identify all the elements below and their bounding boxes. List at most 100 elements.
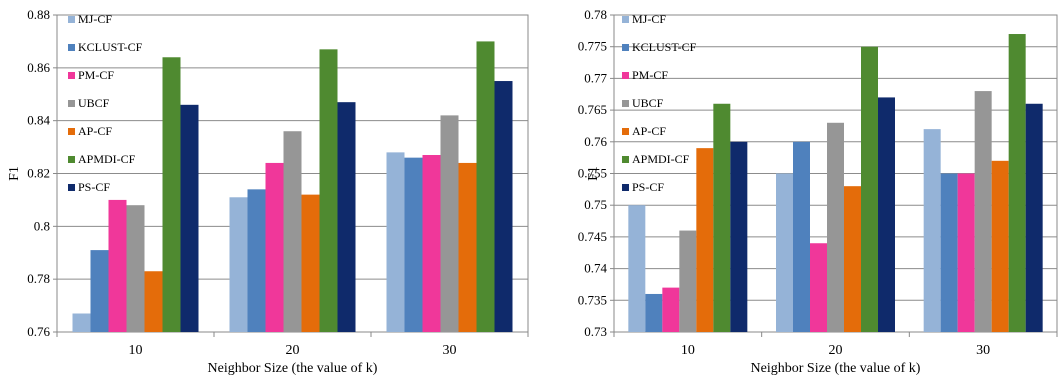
y-tick-label: 0.77 — [584, 70, 607, 85]
bar-ps-cf — [180, 104, 199, 332]
legend-swatch — [68, 128, 75, 135]
legend-label: PS-CF — [632, 180, 664, 194]
bar-ap-cf — [844, 186, 861, 332]
legend-label: MJ-CF — [78, 12, 112, 26]
x-tick-label: 30 — [443, 343, 457, 358]
legend-swatch — [68, 156, 75, 163]
legend-swatch — [622, 184, 629, 191]
y-axis-label: F1 — [586, 166, 601, 181]
bar-mj-cf — [72, 313, 91, 332]
bar-pm-cf — [810, 243, 827, 332]
y-tick-label: 0.82 — [27, 166, 50, 181]
bar-pm-cf — [108, 199, 127, 332]
legend-swatch — [622, 16, 629, 23]
legend-label: MJ-CF — [632, 12, 666, 26]
y-tick-label: 0.74 — [584, 261, 607, 276]
bar-ubcf — [126, 205, 145, 332]
x-tick-label: 10 — [129, 343, 143, 358]
legend-swatch — [622, 100, 629, 107]
legend-label: PS-CF — [78, 180, 110, 194]
bar-mj-cf — [628, 205, 646, 332]
bar-ps-cf — [878, 97, 895, 332]
bar-apmdi-cf — [861, 46, 878, 332]
y-tick-label: 0.735 — [578, 292, 607, 307]
legend-swatch — [68, 100, 75, 107]
bar-ap-cf — [458, 162, 477, 332]
y-tick-label: 0.8 — [34, 218, 50, 233]
legend: MJ-CF KCLUST-CF PM-CF UBCF AP-CF APMDI-CF PS-C… — [68, 12, 143, 194]
bar-kclust-cf — [940, 173, 958, 332]
y-tick-label: 0.76 — [584, 134, 607, 149]
bar-ap-cf — [991, 160, 1009, 332]
bar-ubcf — [974, 91, 992, 332]
x-axis-label: Neighbor Size (the value of k) — [208, 361, 378, 376]
legend-label: KCLUST-CF — [632, 40, 697, 54]
legend-label: AP-CF — [78, 124, 112, 138]
bar-kclust-cf — [247, 189, 266, 332]
y-tick-label: 0.86 — [27, 60, 50, 75]
y-tick-label: 0.88 — [27, 7, 50, 22]
bar-ubcf — [440, 115, 459, 332]
legend-swatch — [622, 44, 629, 51]
x-tick-label: 10 — [681, 343, 695, 358]
bar-apmdi-cf — [162, 57, 181, 333]
bar-apmdi-cf — [713, 103, 731, 332]
y-tick-label: 0.775 — [578, 39, 607, 54]
bar-mj-cf — [776, 173, 793, 332]
legend: MJ-CF KCLUST-CF PM-CF UBCF AP-CF APMDI-CF PS-C… — [622, 12, 697, 194]
bar-mj-cf — [229, 197, 248, 332]
legend-swatch — [622, 156, 629, 163]
bar-ps-cf — [494, 81, 513, 333]
y-tick-label: 0.84 — [27, 113, 50, 128]
legend-label: UBCF — [78, 96, 110, 110]
legend-label: PM-CF — [78, 68, 114, 82]
bar-kclust-cf — [645, 293, 663, 332]
legend-swatch — [68, 72, 75, 79]
x-tick-label: 30 — [976, 343, 990, 358]
y-tick-label: 0.73 — [584, 324, 607, 339]
legend-swatch — [68, 184, 75, 191]
bar-ap-cf — [301, 194, 320, 332]
legend-swatch — [622, 72, 629, 79]
bar-ubcf — [827, 122, 844, 332]
bar-ubcf — [283, 131, 302, 332]
legend-label: UBCF — [632, 96, 664, 110]
y-tick-label: 0.75 — [584, 197, 607, 212]
legend-swatch — [68, 44, 75, 51]
bar-apmdi-cf — [476, 41, 495, 333]
y-tick-label: 0.76 — [27, 324, 50, 339]
bar-ap-cf — [696, 148, 714, 332]
legend-label: APMDI-CF — [632, 152, 690, 166]
x-tick-label: 20 — [286, 343, 300, 358]
legend-swatch — [68, 16, 75, 23]
bar-pm-cf — [265, 162, 284, 332]
bar-ap-cf — [144, 271, 163, 332]
legend-label: AP-CF — [632, 124, 666, 138]
bar-pm-cf — [422, 155, 441, 332]
bar-ps-cf — [337, 102, 356, 332]
bar-pm-cf — [957, 173, 975, 332]
chart-1: 0.76 0.78 0.8 0.82 0.84 0.86 0.88 10 20 30 Neighbo… — [7, 7, 529, 376]
bar-ps-cf — [1025, 103, 1043, 332]
y-tick-label: 0.78 — [584, 7, 607, 22]
bar-kclust-cf — [90, 250, 109, 332]
bar-ubcf — [679, 230, 697, 332]
y-tick-label: 0.765 — [578, 102, 607, 117]
bar-mj-cf — [923, 129, 941, 332]
legend-label: APMDI-CF — [78, 152, 136, 166]
y-tick-label: 0.745 — [578, 229, 607, 244]
y-tick-label: 0.755 — [578, 166, 607, 181]
legend-label: PM-CF — [632, 68, 668, 82]
legend-label: KCLUST-CF — [78, 40, 143, 54]
legend-swatch — [622, 128, 629, 135]
bar-apmdi-cf — [319, 49, 338, 332]
bar-mj-cf — [386, 152, 405, 332]
y-tick-label: 0.78 — [27, 271, 50, 286]
bar-apmdi-cf — [1008, 34, 1026, 333]
y-axis-label: F1 — [7, 166, 22, 181]
bar-kclust-cf — [404, 157, 423, 332]
chart-2: 0.73 0.735 0.74 0.745 0.75 0.755 0.76 0.765 0.77… — [578, 7, 1058, 376]
x-axis-label: Neighbor Size (the value of k) — [751, 361, 921, 376]
bar-ps-cf — [730, 141, 748, 332]
